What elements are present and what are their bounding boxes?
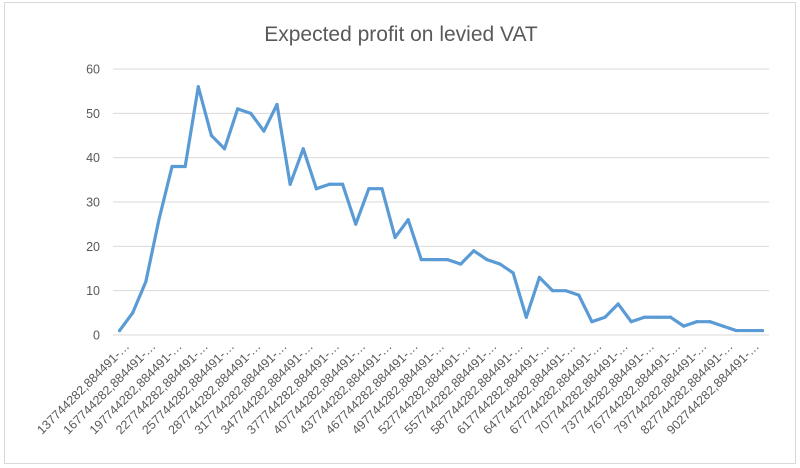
chart-frame: Expected profit on levied VAT 0 10 20 30 40 5… [4, 2, 796, 464]
data-point [459, 262, 463, 266]
data-point [695, 320, 699, 324]
line-chart: Expected profit on levied VAT 0 10 20 30 40 5… [34, 23, 769, 437]
data-point [131, 311, 135, 315]
data-point [249, 111, 253, 115]
data-point [367, 187, 371, 191]
data-point [616, 302, 620, 306]
data-point [472, 249, 476, 253]
data-point [721, 324, 725, 328]
gridlines [113, 68, 769, 336]
data-point [236, 107, 240, 111]
data-point [183, 164, 187, 169]
y-tick-label: 30 [86, 196, 100, 210]
data-point [537, 275, 542, 279]
series-line [117, 85, 765, 333]
x-axis: 137744282,884491-…167744282,884491-…1977… [34, 339, 762, 437]
data-point [327, 182, 332, 186]
data-point [419, 258, 423, 262]
data-point [222, 147, 227, 151]
data-point [196, 85, 200, 89]
data-point [209, 133, 213, 138]
data-point [655, 315, 660, 319]
data-point [734, 328, 738, 333]
data-point [432, 258, 437, 262]
data-point [590, 320, 594, 324]
series-layer [117, 85, 765, 333]
data-point [301, 147, 305, 151]
data-point [577, 293, 581, 297]
data-point [708, 320, 712, 324]
y-tick-label: 60 [86, 63, 100, 77]
data-point [144, 280, 148, 284]
data-point [669, 315, 673, 319]
y-tick-label: 40 [86, 151, 100, 165]
data-point [117, 328, 122, 333]
data-point [642, 315, 646, 319]
data-point [498, 262, 502, 266]
data-point [275, 102, 279, 107]
data-point [157, 218, 161, 222]
data-point [760, 328, 765, 333]
y-tick-label: 20 [86, 240, 100, 254]
y-axis: 0 10 20 30 40 50 60 [86, 63, 100, 343]
data-point [682, 324, 686, 328]
data-point [550, 289, 555, 293]
data-point [511, 271, 515, 275]
y-tick-label: 0 [93, 329, 100, 343]
chart-title: Expected profit on levied VAT [264, 23, 538, 46]
y-tick-label: 10 [86, 284, 100, 298]
y-tick-label: 50 [86, 107, 100, 121]
data-point [564, 289, 568, 293]
data-point [354, 222, 358, 226]
data-point [288, 182, 292, 186]
data-point [629, 320, 633, 324]
data-point [380, 187, 384, 191]
data-point [406, 218, 410, 222]
data-point [314, 187, 318, 191]
data-point [485, 258, 489, 262]
data-point [603, 315, 607, 319]
data-point [170, 164, 174, 169]
data-point [393, 235, 397, 240]
data-point [341, 182, 345, 186]
data-point [262, 129, 266, 133]
data-point [445, 258, 450, 262]
data-point [524, 315, 528, 319]
data-point [747, 328, 751, 333]
